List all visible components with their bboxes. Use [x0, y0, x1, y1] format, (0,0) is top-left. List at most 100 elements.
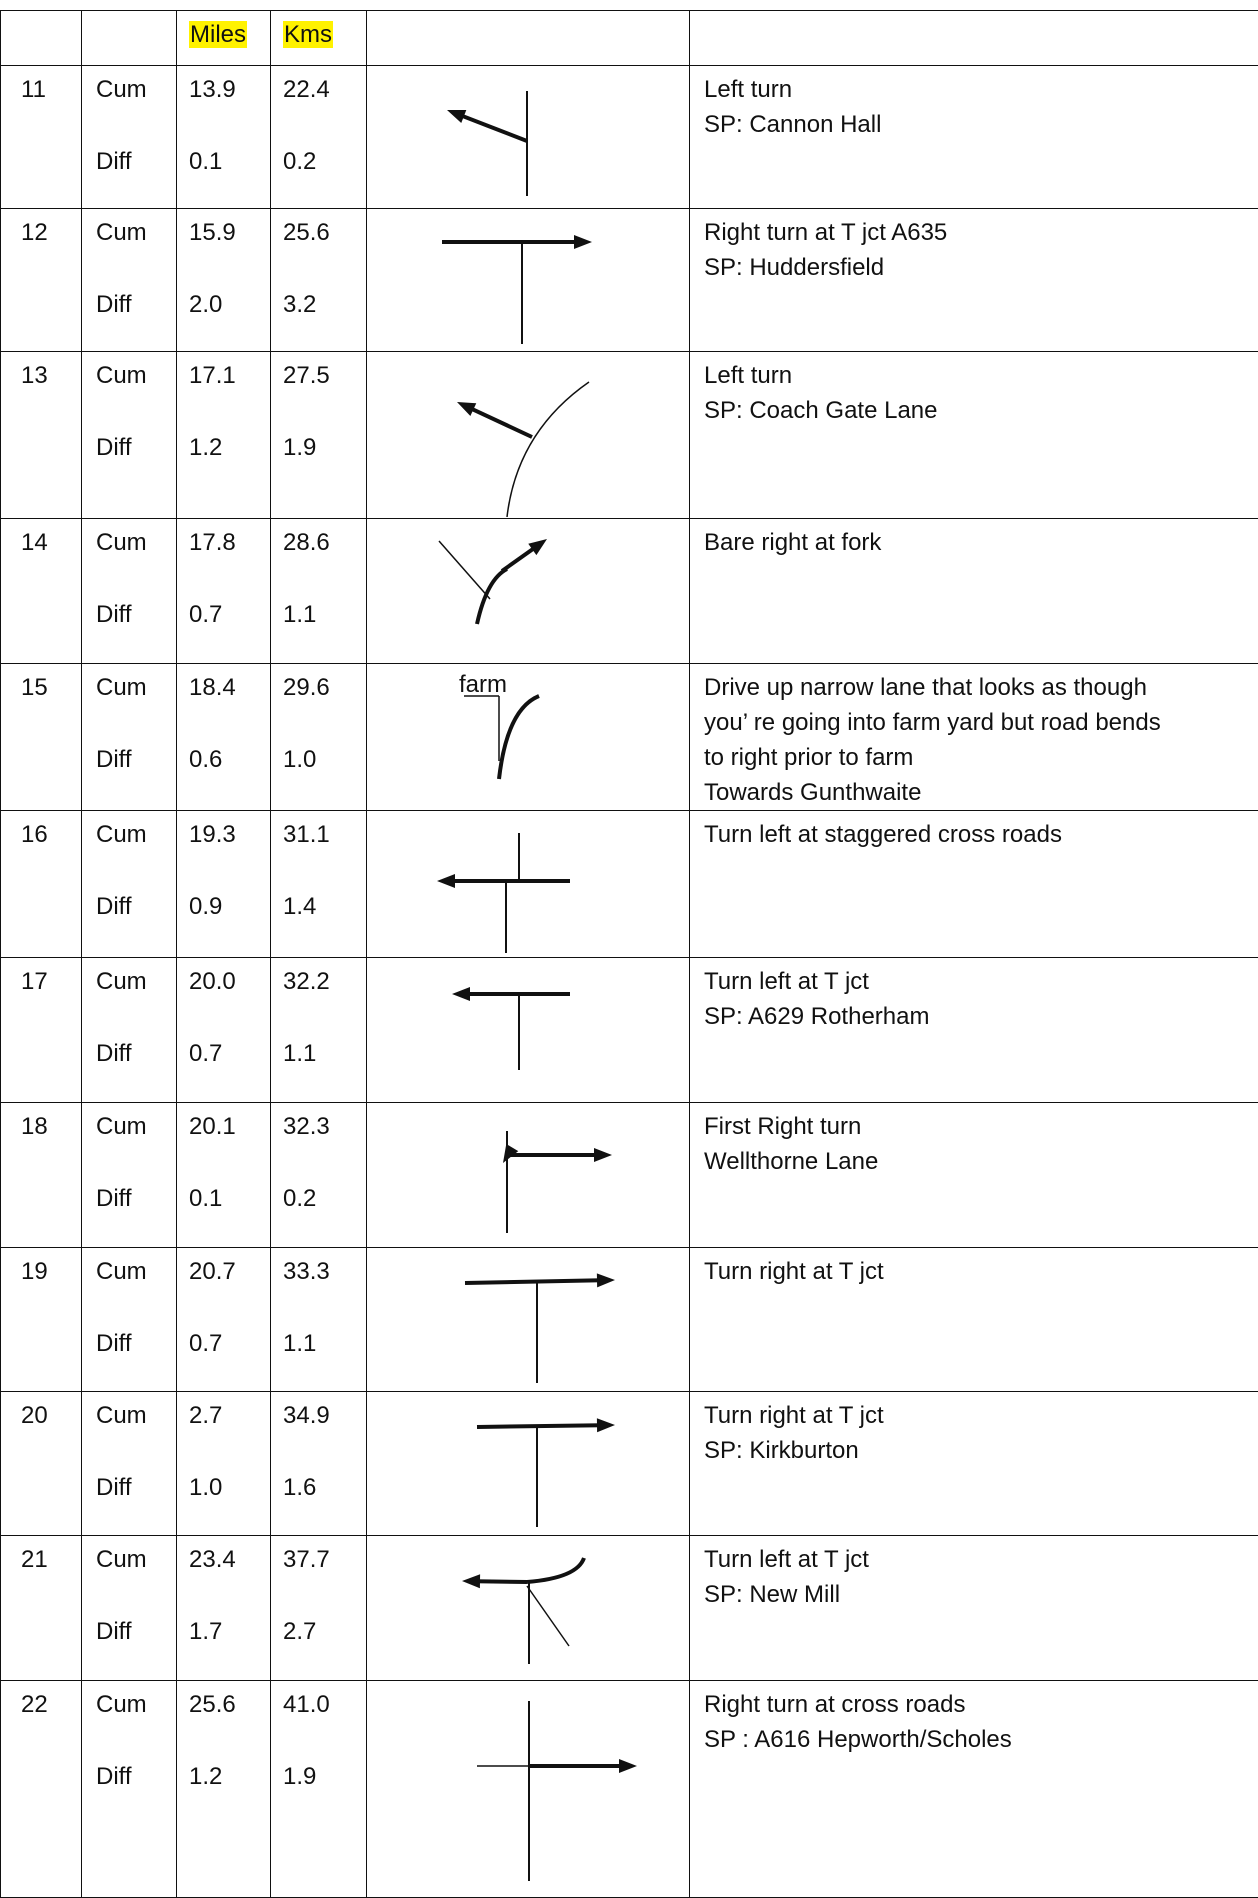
diff-label: Diff	[96, 1759, 176, 1795]
diff-label: Diff	[96, 597, 176, 633]
kms-header: Kms	[283, 21, 333, 48]
kms-cell: 32.3 0.2	[271, 1103, 367, 1248]
header-cell-description	[690, 11, 1258, 66]
distance-type-cell: Cum Diff	[82, 352, 177, 519]
arrow-head	[619, 1759, 637, 1773]
arrow-head	[574, 235, 592, 249]
distance-type-cell: Cum Diff	[82, 811, 177, 958]
header-row: Miles Kms	[1, 11, 1258, 66]
miles-cell: 13.9 0.1	[177, 66, 271, 209]
distance-type-cell: Cum Diff	[82, 519, 177, 664]
diff-kms: 1.1	[283, 597, 366, 633]
instruction-line: Towards Gunthwaite	[704, 775, 1258, 810]
distance-type-cell: Cum Diff	[82, 1392, 177, 1536]
cum-miles: 20.1	[189, 1109, 270, 1145]
diff-kms: 3.2	[283, 287, 366, 323]
route-row: 22 Cum Diff 25.6 1.2 41.0 1.9 Right turn…	[1, 1681, 1258, 1898]
arrow-head	[447, 110, 466, 123]
route-row: 19 Cum Diff 20.7 0.7 33.3 1.1 Turn right…	[1, 1248, 1258, 1392]
left-turn-curve-icon	[367, 352, 690, 517]
direction-diagram-cell	[367, 1392, 690, 1536]
route-row: 16 Cum Diff 19.3 0.9 31.1 1.4 Turn left …	[1, 811, 1258, 958]
instruction-line: to right prior to farm	[704, 740, 1258, 775]
diff-miles: 0.1	[189, 144, 270, 180]
t-junction-left-curve-icon	[367, 1536, 690, 1679]
direction-diagram-cell	[367, 958, 690, 1103]
route-row: 17 Cum Diff 20.0 0.7 32.2 1.1 Turn left …	[1, 958, 1258, 1103]
step-number: 14	[21, 529, 48, 556]
instruction-line: SP: A629 Rotherham	[704, 999, 1258, 1034]
route-row: 15 Cum Diff 18.4 0.6 29.6 1.0 farm Drive…	[1, 664, 1258, 811]
instruction-line: SP: Cannon Hall	[704, 107, 1258, 142]
distance-type-cell: Cum Diff	[82, 958, 177, 1103]
diff-miles: 0.9	[189, 889, 270, 925]
instruction-line: SP: New Mill	[704, 1577, 1258, 1612]
cum-label: Cum	[96, 525, 176, 561]
farm-bend-icon: farm	[367, 664, 690, 805]
miles-header: Miles	[189, 21, 247, 48]
cum-label: Cum	[96, 964, 176, 1000]
cum-label: Cum	[96, 1398, 176, 1434]
distance-type-cell: Cum Diff	[82, 1681, 177, 1898]
instruction-line: Turn left at T jct	[704, 964, 1258, 999]
route-row: 20 Cum Diff 2.7 1.0 34.9 1.6 Turn right …	[1, 1392, 1258, 1536]
route-arrow	[476, 1581, 527, 1582]
cum-miles: 23.4	[189, 1542, 270, 1578]
cum-label: Cum	[96, 670, 176, 706]
distance-type-cell: Cum Diff	[82, 66, 177, 209]
instruction-line: Turn right at T jct	[704, 1398, 1258, 1433]
instruction-line: you’ re going into farm yard but road be…	[704, 705, 1258, 740]
miles-cell: 2.7 1.0	[177, 1392, 271, 1536]
miles-cell: 18.4 0.6	[177, 664, 271, 811]
kms-cell: 27.5 1.9	[271, 352, 367, 519]
road-curve	[527, 1558, 584, 1582]
cum-label: Cum	[96, 1542, 176, 1578]
diff-kms: 1.0	[283, 742, 366, 778]
cum-kms: 29.6	[283, 670, 366, 706]
diff-kms: 1.9	[283, 430, 366, 466]
step-number-cell: 15	[1, 664, 82, 811]
direction-diagram-cell	[367, 1681, 690, 1898]
arrow-head	[452, 987, 470, 1001]
arrow-head	[457, 402, 476, 416]
diff-kms: 0.2	[283, 144, 366, 180]
step-number: 21	[21, 1546, 48, 1573]
header-cell-type	[82, 11, 177, 66]
cum-miles: 13.9	[189, 72, 270, 108]
miles-cell: 20.1 0.1	[177, 1103, 271, 1248]
arrow-head	[597, 1273, 615, 1287]
header-cell-num	[1, 11, 82, 66]
step-number-cell: 16	[1, 811, 82, 958]
kms-cell: 33.3 1.1	[271, 1248, 367, 1392]
direction-diagram-cell	[367, 811, 690, 958]
step-number: 18	[21, 1113, 48, 1140]
instruction-line: Turn left at T jct	[704, 1542, 1258, 1577]
step-number-cell: 18	[1, 1103, 82, 1248]
step-number-cell: 12	[1, 209, 82, 352]
direction-diagram-cell: farm	[367, 664, 690, 811]
cum-kms: 34.9	[283, 1398, 366, 1434]
step-number: 19	[21, 1258, 48, 1285]
cum-kms: 27.5	[283, 358, 366, 394]
diff-miles: 0.6	[189, 742, 270, 778]
fork-branch	[439, 541, 490, 599]
cum-miles: 17.1	[189, 358, 270, 394]
cum-miles: 18.4	[189, 670, 270, 706]
miles-cell: 15.9 2.0	[177, 209, 271, 352]
diff-kms: 1.1	[283, 1326, 366, 1362]
t-junction-right-icon	[367, 1392, 690, 1534]
step-number: 12	[21, 219, 48, 246]
direction-diagram-cell	[367, 519, 690, 664]
arrow-head	[594, 1148, 612, 1162]
step-number-cell: 17	[1, 958, 82, 1103]
instruction-cell: Turn left at staggered cross roads	[690, 811, 1258, 958]
cum-miles: 19.3	[189, 817, 270, 853]
route-row: 12 Cum Diff 15.9 2.0 25.6 3.2 Right turn…	[1, 209, 1258, 352]
road-curve	[507, 382, 589, 517]
